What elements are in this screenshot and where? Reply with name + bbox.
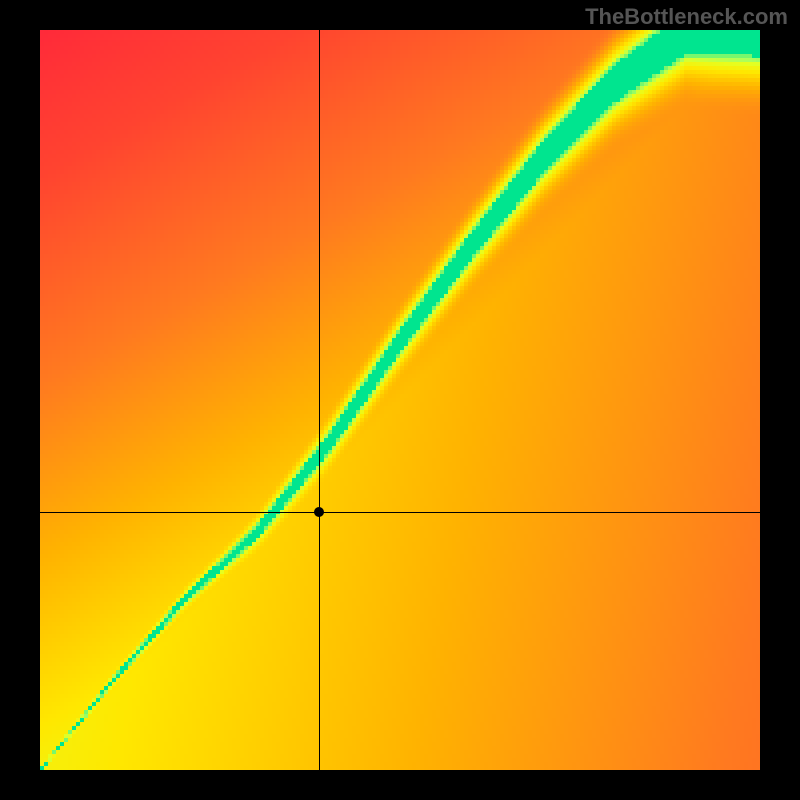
crosshair-marker [314, 507, 324, 517]
watermark-text: TheBottleneck.com [585, 4, 788, 30]
crosshair-horizontal [40, 512, 760, 513]
heatmap-plot [40, 30, 760, 770]
heatmap-canvas [40, 30, 760, 770]
crosshair-vertical [319, 30, 320, 770]
